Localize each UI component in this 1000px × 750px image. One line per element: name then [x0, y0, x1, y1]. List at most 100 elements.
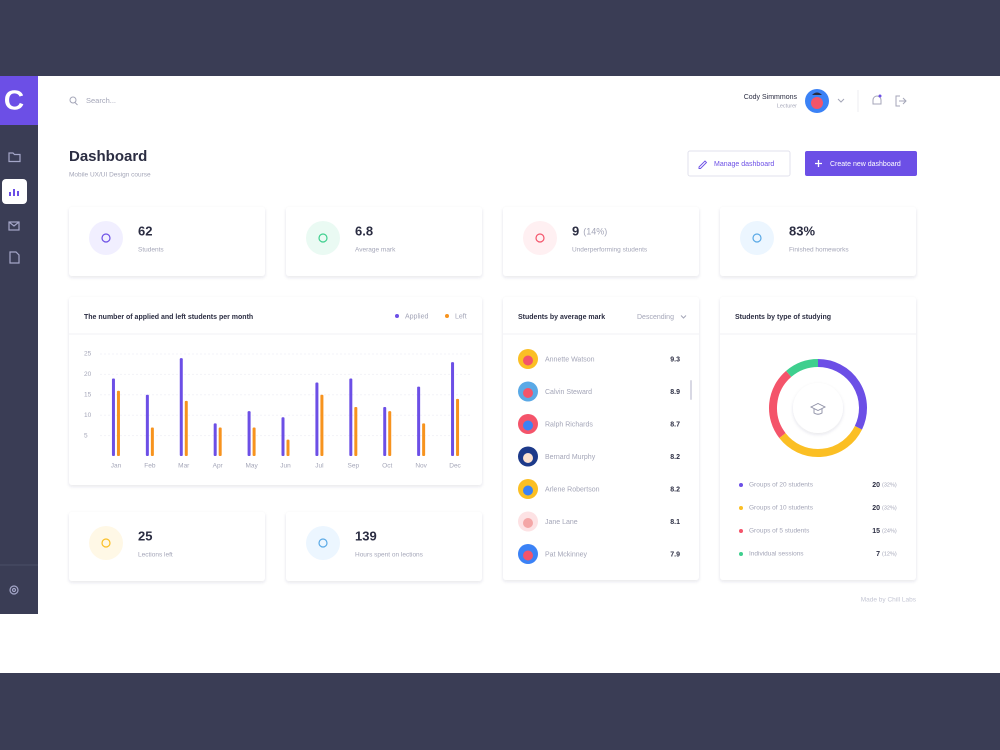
cards	[69, 297, 916, 580]
logo-box	[0, 76, 38, 125]
student-mark: 7.9	[670, 551, 680, 558]
x-tick-label: Dec	[449, 463, 461, 470]
bar	[179, 358, 183, 456]
search-icon-handle	[74, 102, 78, 106]
legend-share: (32%)	[882, 505, 897, 511]
student-name[interactable]: Arlene Robertson	[545, 486, 600, 493]
bell-badge	[878, 94, 882, 98]
mail-icon[interactable]	[8, 221, 20, 231]
legend-value: 7	[876, 551, 880, 558]
donut-segment	[786, 359, 819, 378]
stat-icon	[752, 233, 762, 243]
scrollbar[interactable]	[690, 380, 692, 400]
student-avatar-face	[523, 355, 533, 366]
logout-icon[interactable]	[895, 95, 907, 107]
x-tick-label: Mar	[178, 463, 190, 470]
stat-label: Average mark	[355, 247, 396, 254]
search-icon	[69, 96, 77, 104]
stat-icon-bg	[740, 221, 774, 255]
student-avatar-face	[523, 420, 533, 431]
avatar-hair	[812, 92, 822, 95]
x-tick-label: Jun	[280, 463, 291, 470]
stat-value: 83%	[789, 223, 815, 238]
bar	[417, 386, 421, 456]
student-name[interactable]: Ralph Richards	[545, 421, 593, 428]
page-subtitle: Mobile UX/UI Design course	[69, 172, 151, 179]
bar	[320, 394, 324, 456]
student-avatar-face	[523, 453, 533, 463]
pencil-icon	[698, 160, 708, 169]
stat-icon	[535, 233, 545, 243]
stat-label: Lections left	[138, 552, 173, 559]
bar-chart-card	[69, 297, 482, 485]
stat-value: 25	[138, 528, 152, 543]
sort-dropdown[interactable]: Descending	[637, 314, 674, 321]
search-input[interactable]: Search...	[86, 96, 116, 105]
y-tick-label: 10	[84, 412, 92, 419]
x-tick-label: Oct	[382, 463, 392, 470]
donut-segment	[817, 359, 867, 430]
create-button[interactable]	[805, 151, 917, 176]
sort-chevron[interactable]	[680, 315, 687, 319]
stat-label: Students	[138, 247, 164, 254]
stat-value: 6.8	[355, 223, 373, 238]
bar	[422, 423, 426, 456]
student-avatar-face	[523, 485, 533, 496]
file-icon[interactable]	[9, 251, 20, 264]
bar	[213, 423, 217, 456]
donut-center	[793, 383, 843, 433]
student-name[interactable]: Calvin Steward	[545, 389, 592, 396]
donut-card	[720, 297, 916, 580]
y-tick-label: 20	[84, 371, 92, 378]
plus-icon	[815, 160, 822, 167]
stat-card	[503, 207, 699, 276]
student-name[interactable]: Annette Watson	[545, 356, 595, 363]
y-tick-label: 15	[84, 392, 92, 399]
user-menu-chevron[interactable]	[837, 98, 845, 103]
y-tick-label: 5	[84, 432, 88, 439]
stat-value: 62	[138, 223, 152, 238]
bar	[383, 407, 387, 456]
student-avatar-face	[523, 388, 533, 398]
legend-share: (32%)	[882, 482, 897, 488]
student-mark: 8.2	[670, 454, 680, 461]
student-mark: 8.7	[670, 421, 680, 428]
legend-label: Groups of 10 students	[749, 505, 814, 512]
bell-icon[interactable]	[872, 95, 882, 105]
student-name[interactable]: Bernard Murphy	[545, 454, 596, 461]
legend-label: Individual sessions	[749, 551, 804, 558]
stat-card	[69, 512, 265, 581]
legend-label: Groups of 20 students	[749, 482, 814, 489]
stat-card	[720, 207, 916, 276]
sidebar	[0, 76, 38, 614]
manage-button[interactable]	[687, 150, 791, 177]
student-name[interactable]: Jane Lane	[545, 519, 578, 526]
manage-button-label: Manage dashboard	[714, 161, 774, 168]
student-name[interactable]: Pat Mckinney	[545, 551, 588, 558]
legend-value: 15	[872, 528, 880, 535]
legend-share: (12%)	[882, 551, 897, 557]
user-role: Lecturer	[777, 103, 797, 109]
legend-value: 20	[872, 482, 880, 489]
legend-dot	[739, 529, 743, 533]
folder-icon[interactable]	[8, 152, 21, 163]
legend-dot	[395, 314, 399, 318]
x-tick-label: Jan	[111, 463, 122, 470]
bar	[388, 411, 392, 456]
stat-icon-bg	[523, 221, 557, 255]
legend-dot	[739, 506, 743, 510]
stat-icon-bg	[306, 526, 340, 560]
stat-icon-bg	[306, 221, 340, 255]
stat-label: Underperforming students	[572, 247, 648, 254]
bar	[286, 439, 290, 456]
dynamic-content: 62 Students 6.8 Average mark 9 (14%) Underperf…	[69, 207, 916, 581]
settings-icon[interactable]	[9, 585, 19, 595]
donut-segment	[769, 370, 792, 438]
student-mark: 9.3	[670, 356, 680, 363]
x-tick-label: Nov	[415, 463, 427, 470]
legend-dot	[739, 552, 743, 556]
bar	[184, 400, 188, 456]
student-mark: 8.2	[670, 486, 680, 493]
bar	[354, 407, 358, 456]
